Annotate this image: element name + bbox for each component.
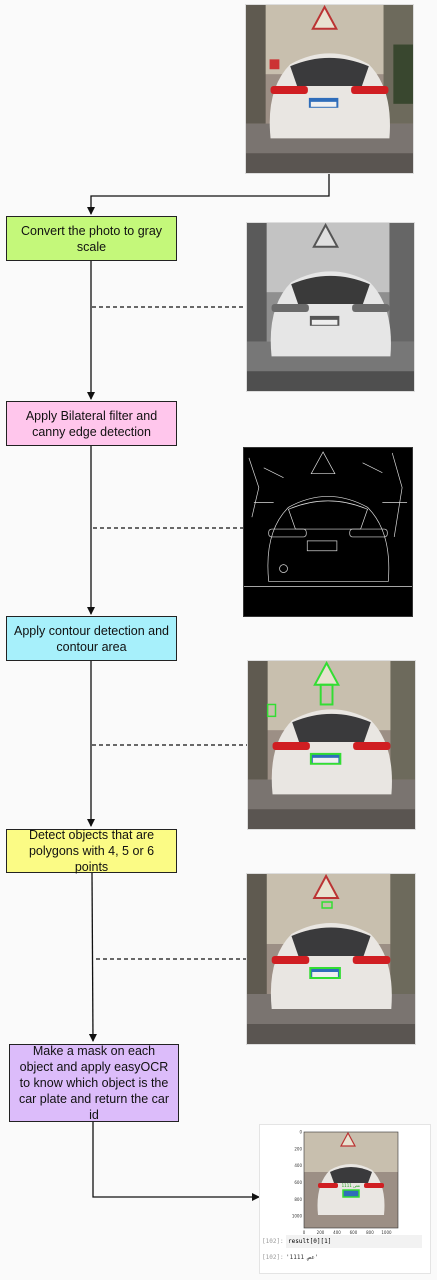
y-tick-label: 600	[294, 1180, 302, 1185]
arrow-photo-to-step1	[87, 174, 330, 215]
ocr-output-text: 'عص 1111'	[286, 1254, 319, 1261]
step-bilateral-canny-label: Apply Bilateral filter and canny edge de…	[25, 408, 158, 439]
y-tick-label: 800	[294, 1197, 302, 1202]
x-tick-label: 600	[350, 1230, 358, 1235]
ocr-result-panel: 1111 عص 0 200 400 600 800 1000 0 200 400 600 800 1…	[259, 1124, 431, 1274]
step-contour-detection: Apply contour detection and contour area	[6, 616, 177, 661]
step-mask-easyocr: Make a mask on each object and apply eas…	[9, 1044, 179, 1122]
step-polygon-detection-label: Detect objects that are polygons with 4,…	[28, 828, 155, 874]
arrow-step5-to-result	[92, 1122, 260, 1201]
x-tick-label: 800	[366, 1230, 374, 1235]
notebook-output-row: [102]: 'عص 1111'	[262, 1251, 430, 1264]
polygon-car-photo	[246, 873, 416, 1045]
step-polygon-detection: Detect objects that are polygons with 4,…	[6, 828, 177, 874]
step-mask-easyocr-label: Make a mask on each object and apply eas…	[18, 1044, 170, 1122]
detected-plate-text: 1111 عص	[342, 1183, 361, 1188]
x-tick-label: 200	[317, 1230, 325, 1235]
contour-car-photo	[247, 660, 416, 830]
step-grayscale-label: Convert the photo to gray scale	[20, 223, 163, 254]
step-bilateral-canny: Apply Bilateral filter and canny edge de…	[6, 401, 177, 446]
output-prompt: [102]:	[262, 1254, 284, 1261]
arrow-step4-to-step5	[88, 872, 97, 1042]
result-plot: 1111 عص 0 200 400 600 800 1000 0 200 400 600 800 1…	[292, 1130, 399, 1235]
code-cell[interactable]: result[0][1]	[286, 1235, 422, 1248]
y-tick-label: 0	[299, 1130, 302, 1135]
step-contour-detection-label: Apply contour detection and contour area	[14, 623, 169, 654]
y-tick-label: 1000	[292, 1214, 303, 1219]
original-car-photo	[245, 4, 414, 174]
y-tick-label: 400	[294, 1163, 302, 1168]
step-grayscale: Convert the photo to gray scale	[6, 216, 177, 261]
input-prompt: [102]:	[262, 1238, 284, 1245]
x-tick-label: 400	[333, 1230, 341, 1235]
canny-edge-photo	[243, 447, 413, 617]
notebook-input-row: [102]: result[0][1]	[262, 1235, 430, 1248]
x-tick-label: 1000	[381, 1230, 392, 1235]
x-tick-label: 0	[303, 1230, 306, 1235]
grayscale-car-photo	[246, 222, 415, 392]
y-tick-label: 200	[294, 1146, 302, 1151]
